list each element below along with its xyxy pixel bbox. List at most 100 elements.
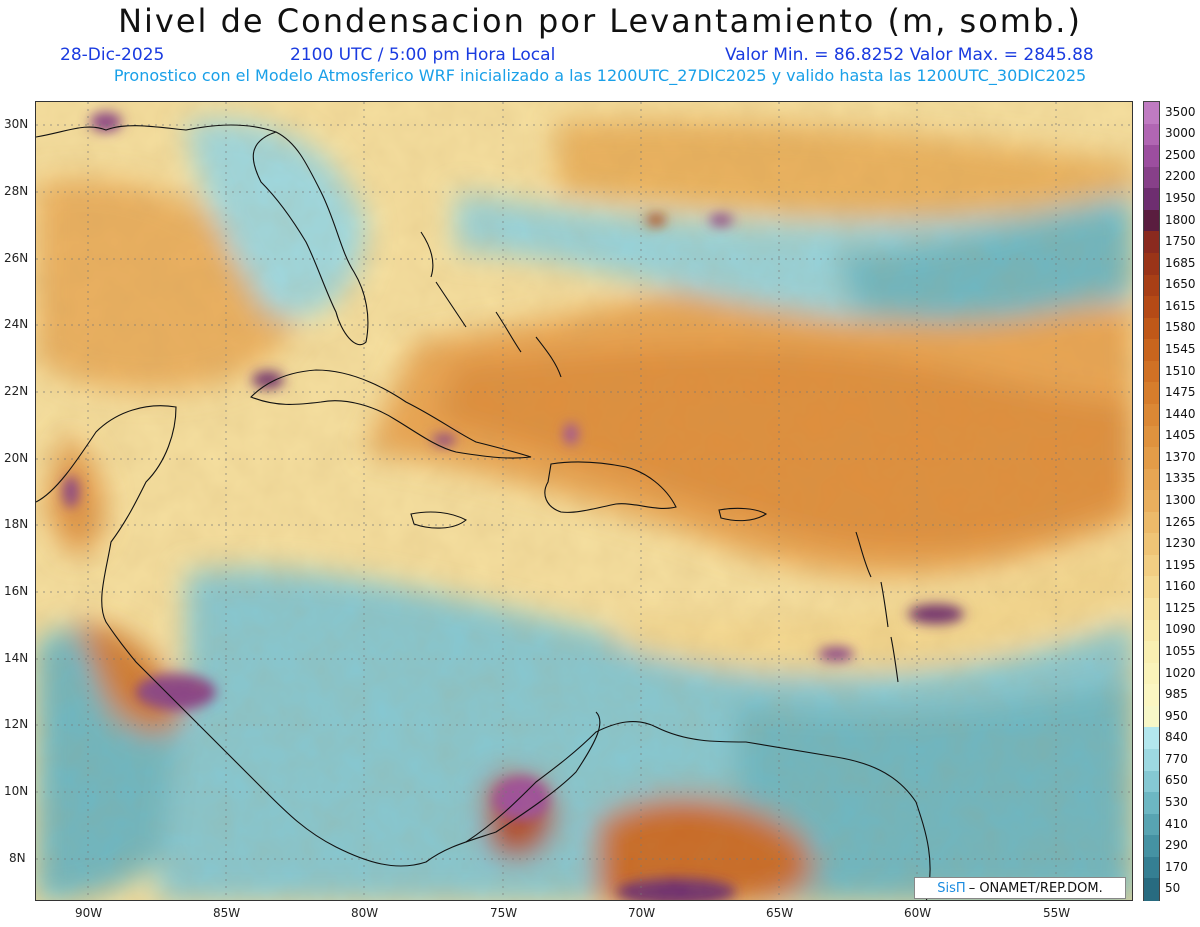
colorbar-segment xyxy=(1144,662,1159,685)
lon-label: 80W xyxy=(351,906,379,920)
colorbar-segment xyxy=(1144,727,1159,750)
colorbar-label: 1685 xyxy=(1165,255,1196,270)
colorbar-label: 1370 xyxy=(1165,449,1196,464)
lon-label: 70W xyxy=(628,906,656,920)
colorbar-segment xyxy=(1144,641,1159,664)
lat-label: 18N xyxy=(4,517,29,531)
lon-label: 90W xyxy=(75,906,103,920)
colorbar-label: 410 xyxy=(1165,816,1188,831)
colorbar-label: 1125 xyxy=(1165,600,1196,615)
colorbar-label: 650 xyxy=(1165,773,1188,788)
colorbar-segment xyxy=(1144,511,1159,534)
colorbar-label: 1300 xyxy=(1165,493,1196,507)
lon-label: 65W xyxy=(766,906,794,920)
colorbar-segment xyxy=(1144,770,1159,793)
colorbar-segment xyxy=(1144,382,1159,405)
colorbar-segment xyxy=(1144,403,1159,427)
map-title: Nivel de Condensacion por Levantamiento … xyxy=(118,2,1082,40)
credit-box: SisΠ – ONAMET/REP.DOM. xyxy=(914,877,1126,899)
colorbar-label: 290 xyxy=(1165,838,1188,853)
lat-label: 24N xyxy=(4,317,29,331)
colorbar-label: 1545 xyxy=(1165,342,1196,357)
colorbar-segment xyxy=(1144,533,1159,556)
colorbar-label: 1615 xyxy=(1165,298,1196,313)
map-field xyxy=(36,102,1132,900)
colorbar-segment xyxy=(1144,792,1159,815)
colorbar-segment xyxy=(1144,166,1159,189)
colorbar-label: 1335 xyxy=(1165,471,1196,486)
lat-label: 20N xyxy=(4,451,29,465)
colorbar-segment xyxy=(1144,123,1159,146)
colorbar-label: 1055 xyxy=(1165,643,1196,658)
colorbar-label: 1195 xyxy=(1165,557,1196,572)
colorbar-label: 1440 xyxy=(1165,406,1196,421)
colorbar-segment xyxy=(1144,576,1159,599)
colorbar-segment xyxy=(1144,684,1159,707)
sispi-logo: SisΠ xyxy=(937,880,966,896)
lon-label: 85W xyxy=(213,906,241,920)
colorbar-segment xyxy=(1144,188,1159,211)
colorbar-label: 1405 xyxy=(1165,428,1196,443)
colorbar-label: 1160 xyxy=(1165,579,1196,594)
colorbar-segment xyxy=(1144,447,1159,470)
colorbar-segment xyxy=(1144,598,1159,621)
colorbar-label: 1230 xyxy=(1165,536,1196,551)
colorbar-segment xyxy=(1144,145,1159,168)
lat-label: 10N xyxy=(4,784,29,798)
colorbar-label: 1650 xyxy=(1165,277,1196,292)
colorbar-label: 1475 xyxy=(1165,385,1196,400)
colorbar-segment xyxy=(1144,231,1159,254)
min-max-values: Valor Min. = 86.8252 Valor Max. = 2845.8… xyxy=(725,45,1094,65)
colorbar-label: 3000 xyxy=(1165,126,1196,141)
lat-label: 14N xyxy=(4,651,29,665)
coastlines xyxy=(36,124,931,900)
lat-label: 26N xyxy=(4,251,29,265)
colorbar-segment xyxy=(1144,490,1159,513)
lat-label: 22N xyxy=(4,384,29,398)
colorbar-label: 1090 xyxy=(1165,622,1196,637)
lon-label: 60W xyxy=(904,906,932,920)
colorbar-segment xyxy=(1144,856,1159,880)
colorbar-segment xyxy=(1144,360,1159,383)
lon-label: 55W xyxy=(1043,906,1071,920)
colorbar-segment xyxy=(1144,425,1159,448)
colorbar-label: 1020 xyxy=(1165,665,1196,680)
colorbar-segment xyxy=(1144,813,1159,836)
colorbar-segment xyxy=(1144,878,1159,901)
colorbar-label: 530 xyxy=(1165,794,1188,809)
colorbar-segment xyxy=(1144,296,1159,319)
colorbar-segment xyxy=(1144,705,1159,729)
colorbar-label: 50 xyxy=(1165,881,1181,896)
colorbar-segment xyxy=(1144,339,1159,362)
lcl-map xyxy=(35,101,1133,901)
colorbar-label: 2500 xyxy=(1165,147,1196,162)
colorbar xyxy=(1143,101,1160,901)
lat-label: 16N xyxy=(4,584,29,598)
colorbar-label: 3500 xyxy=(1165,104,1196,119)
colorbar-label: 170 xyxy=(1165,859,1188,874)
colorbar-segment xyxy=(1144,835,1159,858)
colorbar-label: 1265 xyxy=(1165,514,1196,529)
colorbar-label: 1950 xyxy=(1165,191,1196,206)
colorbar-label: 1750 xyxy=(1165,234,1196,249)
colorbar-segment xyxy=(1144,749,1159,772)
credit-text: – ONAMET/REP.DOM. xyxy=(968,880,1103,896)
lat-label: 8N xyxy=(9,851,26,865)
colorbar-segment xyxy=(1144,317,1159,340)
colorbar-segment xyxy=(1144,102,1159,125)
colorbar-label: 840 xyxy=(1165,730,1188,745)
lat-label: 28N xyxy=(4,184,29,198)
colorbar-label: 1510 xyxy=(1165,363,1196,378)
lat-label: 30N xyxy=(4,117,29,131)
colorbar-segment xyxy=(1144,554,1159,578)
colorbar-label: 2200 xyxy=(1165,169,1196,184)
colorbar-label: 770 xyxy=(1165,751,1188,766)
colorbar-segment xyxy=(1144,209,1159,232)
colorbar-segment xyxy=(1144,468,1159,491)
forecast-time: 2100 UTC / 5:00 pm Hora Local xyxy=(290,45,556,65)
colorbar-segment xyxy=(1144,619,1159,642)
lat-label: 12N xyxy=(4,717,29,731)
colorbar-label: 1800 xyxy=(1165,212,1196,227)
model-subtitle: Pronostico con el Modelo Atmosferico WRF… xyxy=(113,66,1087,85)
colorbar-label: 1580 xyxy=(1165,320,1196,335)
